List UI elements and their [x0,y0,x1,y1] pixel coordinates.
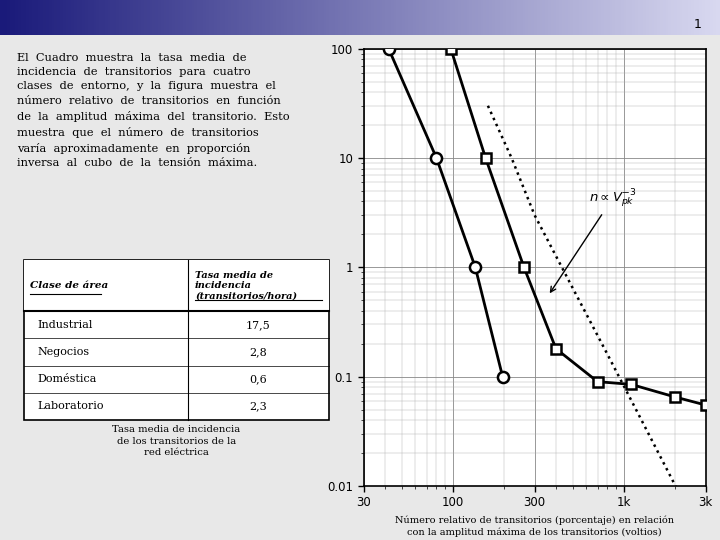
Text: Laboratorio: Laboratorio [37,401,104,411]
Text: 0,6: 0,6 [250,374,267,384]
Text: 1: 1 [694,18,702,31]
Text: Clase de área: Clase de área [30,281,109,291]
Text: 2,3: 2,3 [250,401,267,411]
Text: Negocios: Negocios [37,347,89,357]
Text: Número relativo de transitorios (porcentaje) en relación
con la amplitud máxima : Número relativo de transitorios (porcent… [395,515,674,537]
Text: Doméstica: Doméstica [37,374,96,384]
Text: Tasa media de incidencia
de los transitorios de la
red eléctrica: Tasa media de incidencia de los transito… [112,425,240,457]
Text: Tasa media de
incidencia
(transitorios/hora): Tasa media de incidencia (transitorios/h… [195,271,297,301]
Text: Industrial: Industrial [37,320,92,330]
Text: $n \propto V_{pk}^{-3}$: $n \propto V_{pk}^{-3}$ [551,187,636,292]
Text: El  Cuadro  muestra  la  tasa  media  de
incidencia  de  transitorios  para  cua: El Cuadro muestra la tasa media de incid… [17,52,290,168]
Text: 2,8: 2,8 [250,347,267,357]
Text: 17,5: 17,5 [246,320,271,330]
